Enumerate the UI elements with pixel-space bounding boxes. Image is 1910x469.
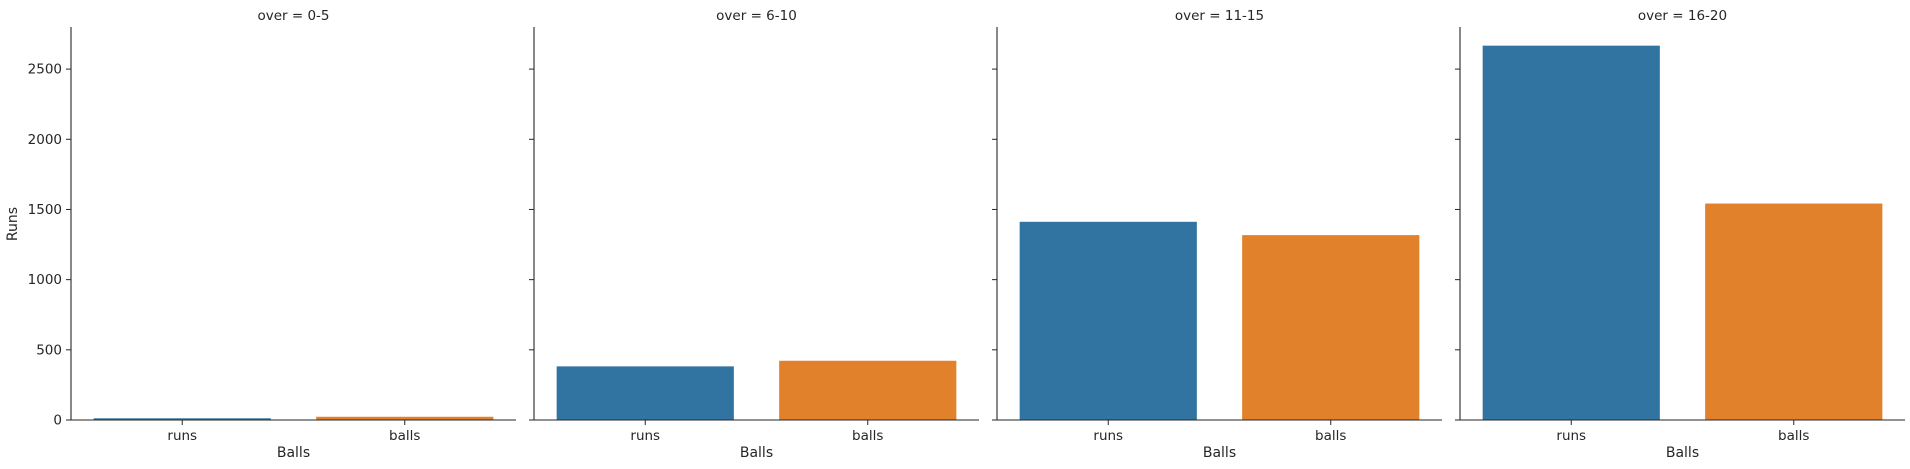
x-tick-label-runs-panel-4: runs <box>1556 428 1586 444</box>
y-tick-label-2000: 2000 <box>28 132 62 148</box>
x-tick-label-runs-panel-2: runs <box>630 428 660 444</box>
bar-runs-panel-2 <box>555 365 735 421</box>
bar-balls-panel-3 <box>1241 234 1421 421</box>
x-tick-label-balls-panel-3: balls <box>1315 428 1346 444</box>
y-tick-label-1500: 1500 <box>28 202 62 218</box>
y-tick-label-500: 500 <box>36 342 62 358</box>
x-axis-label-panel-2: Balls <box>740 445 773 461</box>
y-axis-label: Runs <box>5 207 21 241</box>
panel-title-2: over = 6-10 <box>716 8 797 24</box>
y-tick-label-0: 0 <box>53 413 62 429</box>
x-axis-label-panel-3: Balls <box>1203 445 1236 461</box>
x-tick-label-balls-panel-2: balls <box>852 428 883 444</box>
bar-balls-panel-4 <box>1704 202 1884 421</box>
plot-layer: over = 0-5 runs balls 0 500 1000 1500 2000 2500 B… <box>28 8 1905 461</box>
panel-title-1: over = 0-5 <box>257 8 329 24</box>
bar-runs-panel-4 <box>1481 44 1661 421</box>
x-tick-label-runs-panel-3: runs <box>1093 428 1123 444</box>
y-tick-label-2500: 2500 <box>28 62 62 78</box>
x-tick-label-runs-panel-1: runs <box>167 428 197 444</box>
panel-title-4: over = 16-20 <box>1638 8 1727 24</box>
panel-title-3: over = 11-15 <box>1175 8 1264 24</box>
y-tick-label-1000: 1000 <box>28 272 62 288</box>
x-axis-label-panel-1: Balls <box>277 445 310 461</box>
x-tick-label-balls-panel-1: balls <box>389 428 420 444</box>
x-tick-label-balls-panel-4: balls <box>1778 428 1809 444</box>
bar-balls-panel-2 <box>778 359 958 421</box>
x-axis-label-panel-4: Balls <box>1666 445 1699 461</box>
bar-runs-panel-3 <box>1018 220 1198 421</box>
